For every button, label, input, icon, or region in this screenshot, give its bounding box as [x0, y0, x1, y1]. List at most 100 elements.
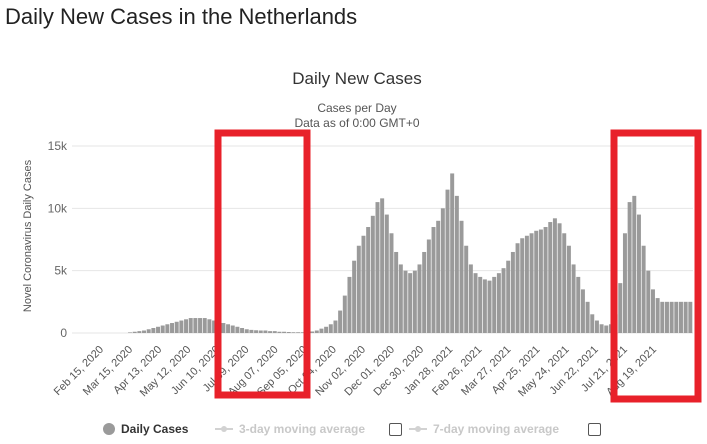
- data-bar[interactable]: [548, 222, 553, 333]
- data-bar[interactable]: [291, 332, 296, 333]
- data-bar[interactable]: [128, 332, 132, 333]
- data-bar[interactable]: [254, 330, 259, 333]
- data-bar[interactable]: [160, 325, 165, 333]
- data-bar[interactable]: [566, 245, 571, 333]
- data-bar[interactable]: [464, 245, 469, 333]
- data-bar[interactable]: [506, 260, 511, 333]
- data-bar[interactable]: [459, 220, 464, 333]
- data-bar[interactable]: [263, 330, 268, 333]
- data-bar[interactable]: [212, 320, 217, 333]
- data-bar[interactable]: [646, 270, 651, 333]
- data-bar[interactable]: [235, 326, 240, 333]
- data-bar[interactable]: [352, 260, 357, 333]
- data-bar[interactable]: [403, 270, 408, 333]
- data-bar[interactable]: [594, 320, 599, 333]
- data-bar[interactable]: [683, 301, 688, 333]
- data-bar[interactable]: [207, 319, 212, 333]
- data-bar[interactable]: [338, 310, 343, 333]
- data-bar[interactable]: [282, 331, 287, 333]
- data-bar[interactable]: [660, 301, 665, 333]
- data-bar[interactable]: [244, 329, 249, 333]
- data-bar[interactable]: [221, 323, 226, 333]
- data-bar[interactable]: [604, 325, 609, 333]
- data-bar[interactable]: [398, 264, 403, 333]
- data-bar[interactable]: [520, 238, 525, 333]
- data-bar[interactable]: [636, 214, 641, 333]
- data-bar[interactable]: [543, 227, 548, 333]
- data-bar[interactable]: [137, 331, 142, 333]
- data-bar[interactable]: [412, 270, 417, 333]
- data-bar[interactable]: [184, 319, 189, 333]
- data-bar[interactable]: [286, 332, 291, 333]
- data-bar[interactable]: [142, 330, 147, 333]
- data-bar[interactable]: [202, 318, 207, 333]
- data-bar[interactable]: [389, 233, 394, 333]
- data-bar[interactable]: [394, 251, 399, 333]
- data-bar[interactable]: [678, 301, 683, 333]
- data-bar[interactable]: [492, 276, 497, 333]
- data-bar[interactable]: [580, 289, 585, 333]
- data-bar[interactable]: [328, 324, 333, 333]
- data-bar[interactable]: [240, 328, 245, 333]
- data-bar[interactable]: [319, 328, 324, 333]
- data-bar[interactable]: [151, 328, 156, 333]
- data-bar[interactable]: [179, 320, 184, 333]
- data-bar[interactable]: [296, 332, 301, 333]
- data-bar[interactable]: [473, 273, 478, 333]
- data-bar[interactable]: [417, 264, 422, 333]
- data-bar[interactable]: [268, 331, 273, 333]
- data-bar[interactable]: [524, 235, 529, 333]
- data-bar[interactable]: [440, 208, 445, 333]
- legend-item-3-day-moving-average[interactable]: 3-day moving average: [215, 422, 365, 436]
- data-bar[interactable]: [622, 233, 627, 333]
- data-bar[interactable]: [478, 276, 483, 333]
- data-bar[interactable]: [347, 276, 352, 333]
- data-bar[interactable]: [557, 223, 562, 333]
- data-bar[interactable]: [632, 195, 637, 333]
- data-bar[interactable]: [249, 329, 254, 333]
- data-bar[interactable]: [515, 243, 520, 333]
- data-bar[interactable]: [599, 324, 604, 333]
- data-bar[interactable]: [674, 301, 679, 333]
- data-bar[interactable]: [562, 233, 567, 333]
- data-bar[interactable]: [431, 227, 436, 333]
- data-bar[interactable]: [310, 331, 315, 334]
- data-bar[interactable]: [342, 295, 347, 333]
- data-bar[interactable]: [538, 229, 543, 333]
- data-bar[interactable]: [585, 301, 590, 333]
- data-bar[interactable]: [529, 233, 534, 333]
- data-bar[interactable]: [380, 198, 385, 333]
- data-bar[interactable]: [300, 332, 305, 333]
- data-bar[interactable]: [445, 189, 450, 333]
- data-bar[interactable]: [571, 264, 576, 333]
- data-bar[interactable]: [230, 325, 235, 333]
- data-bar[interactable]: [641, 245, 646, 333]
- data-bar[interactable]: [482, 279, 487, 333]
- data-bar[interactable]: [669, 301, 674, 333]
- data-bar[interactable]: [361, 235, 366, 333]
- data-bar[interactable]: [454, 195, 459, 333]
- data-bar[interactable]: [618, 283, 623, 333]
- legend-item-7-day-moving-average[interactable]: 7-day moving average: [409, 422, 559, 436]
- data-bar[interactable]: [487, 280, 492, 333]
- data-bar[interactable]: [576, 276, 581, 333]
- data-bar[interactable]: [258, 330, 263, 333]
- data-bar[interactable]: [132, 331, 137, 333]
- checkbox-7-day-moving-average[interactable]: [588, 423, 601, 436]
- data-bar[interactable]: [664, 301, 669, 333]
- checkbox-3-day-moving-average[interactable]: [389, 423, 402, 436]
- data-bar[interactable]: [384, 214, 389, 333]
- data-bar[interactable]: [450, 173, 455, 333]
- data-bar[interactable]: [314, 330, 319, 333]
- legend-item-daily-cases[interactable]: Daily Cases: [103, 422, 188, 436]
- data-bar[interactable]: [198, 318, 203, 333]
- data-bar[interactable]: [370, 215, 375, 333]
- data-bar[interactable]: [496, 273, 501, 333]
- data-bar[interactable]: [324, 326, 329, 333]
- data-bar[interactable]: [627, 202, 632, 333]
- data-bar[interactable]: [146, 329, 151, 333]
- data-bar[interactable]: [552, 218, 557, 333]
- data-bar[interactable]: [188, 318, 193, 333]
- data-bar[interactable]: [277, 331, 282, 333]
- data-bar[interactable]: [422, 251, 427, 333]
